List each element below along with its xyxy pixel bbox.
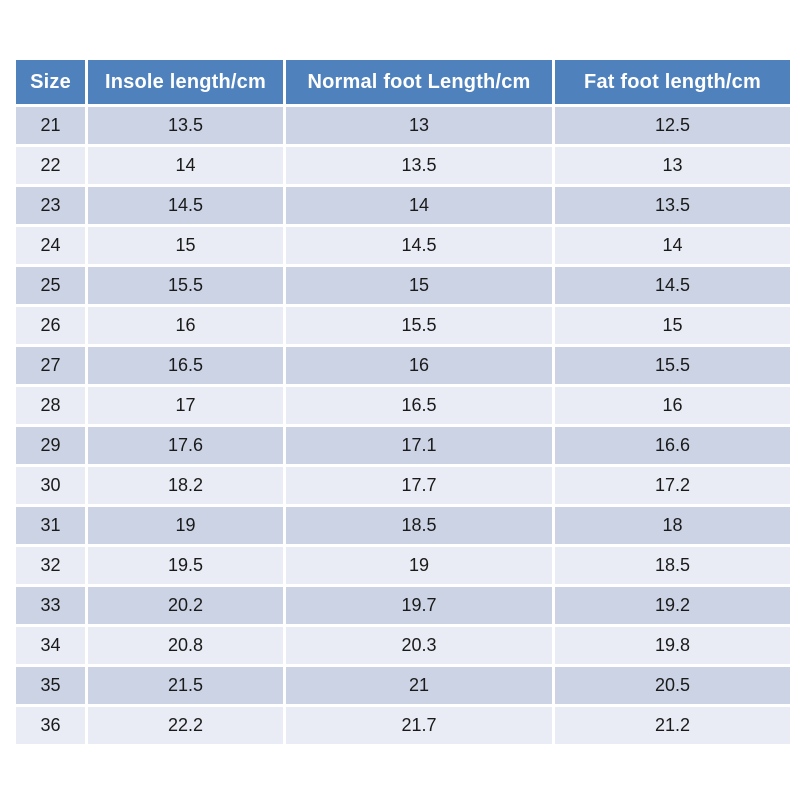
size-cell: 35 bbox=[13, 664, 88, 707]
length-cell: 21.2 bbox=[552, 704, 793, 747]
size-cell: 31 bbox=[13, 504, 88, 547]
length-cell: 20.8 bbox=[85, 624, 286, 667]
size-cell: 36 bbox=[13, 704, 88, 747]
length-cell: 14.5 bbox=[552, 264, 793, 307]
length-cell: 15 bbox=[552, 304, 793, 347]
length-cell: 14.5 bbox=[85, 184, 286, 227]
length-cell: 16.5 bbox=[85, 344, 286, 387]
length-cell: 16 bbox=[283, 344, 555, 387]
size-cell: 32 bbox=[13, 544, 88, 587]
length-cell: 16.6 bbox=[552, 424, 793, 467]
table-row: 26 16 15.5 15 bbox=[13, 304, 793, 347]
length-cell: 21.5 bbox=[85, 664, 286, 707]
column-header-insole-length: Insole length/cm bbox=[85, 57, 286, 107]
table-row: 23 14.5 14 13.5 bbox=[13, 184, 793, 227]
column-header-fat-foot-length: Fat foot length/cm bbox=[552, 57, 793, 107]
table-row: 36 22.2 21.7 21.2 bbox=[13, 704, 793, 747]
size-cell: 34 bbox=[13, 624, 88, 667]
size-cell: 22 bbox=[13, 144, 88, 187]
size-cell: 25 bbox=[13, 264, 88, 307]
size-cell: 29 bbox=[13, 424, 88, 467]
length-cell: 14 bbox=[85, 144, 286, 187]
length-cell: 13.5 bbox=[283, 144, 555, 187]
table-row: 30 18.2 17.7 17.2 bbox=[13, 464, 793, 507]
table-row: 35 21.5 21 20.5 bbox=[13, 664, 793, 707]
length-cell: 18.5 bbox=[283, 504, 555, 547]
length-cell: 18 bbox=[552, 504, 793, 547]
header-row: Size Insole length/cm Normal foot Length… bbox=[13, 57, 793, 107]
column-header-size: Size bbox=[13, 57, 88, 107]
length-cell: 19.2 bbox=[552, 584, 793, 627]
length-cell: 14.5 bbox=[283, 224, 555, 267]
size-cell: 24 bbox=[13, 224, 88, 267]
table-row: 27 16.5 16 15.5 bbox=[13, 344, 793, 387]
length-cell: 14 bbox=[283, 184, 555, 227]
table-row: 21 13.5 13 12.5 bbox=[13, 104, 793, 147]
length-cell: 13.5 bbox=[552, 184, 793, 227]
table-row: 31 19 18.5 18 bbox=[13, 504, 793, 547]
length-cell: 15.5 bbox=[552, 344, 793, 387]
table-row: 28 17 16.5 16 bbox=[13, 384, 793, 427]
length-cell: 17.7 bbox=[283, 464, 555, 507]
length-cell: 12.5 bbox=[552, 104, 793, 147]
length-cell: 14 bbox=[552, 224, 793, 267]
length-cell: 13 bbox=[552, 144, 793, 187]
length-cell: 13.5 bbox=[85, 104, 286, 147]
size-cell: 30 bbox=[13, 464, 88, 507]
length-cell: 19 bbox=[85, 504, 286, 547]
size-cell: 21 bbox=[13, 104, 88, 147]
table-body: 21 13.5 13 12.5 22 14 13.5 13 23 14.5 14 13.5 24 15 14… bbox=[13, 104, 793, 747]
length-cell: 17.1 bbox=[283, 424, 555, 467]
length-cell: 17.6 bbox=[85, 424, 286, 467]
table-row: 34 20.8 20.3 19.8 bbox=[13, 624, 793, 667]
length-cell: 19.8 bbox=[552, 624, 793, 667]
size-conversion-table: Size Insole length/cm Normal foot Length… bbox=[13, 57, 793, 747]
length-cell: 15.5 bbox=[283, 304, 555, 347]
size-cell: 27 bbox=[13, 344, 88, 387]
length-cell: 21.7 bbox=[283, 704, 555, 747]
table-row: 29 17.6 17.1 16.6 bbox=[13, 424, 793, 467]
size-cell: 28 bbox=[13, 384, 88, 427]
length-cell: 17.2 bbox=[552, 464, 793, 507]
length-cell: 19.7 bbox=[283, 584, 555, 627]
length-cell: 19.5 bbox=[85, 544, 286, 587]
length-cell: 18.2 bbox=[85, 464, 286, 507]
size-cell: 23 bbox=[13, 184, 88, 227]
table-row: 24 15 14.5 14 bbox=[13, 224, 793, 267]
length-cell: 16 bbox=[85, 304, 286, 347]
table-row: 22 14 13.5 13 bbox=[13, 144, 793, 187]
length-cell: 17 bbox=[85, 384, 286, 427]
length-cell: 20.3 bbox=[283, 624, 555, 667]
length-cell: 20.2 bbox=[85, 584, 286, 627]
table-header: Size Insole length/cm Normal foot Length… bbox=[13, 57, 793, 107]
length-cell: 13 bbox=[283, 104, 555, 147]
length-cell: 16.5 bbox=[283, 384, 555, 427]
length-cell: 18.5 bbox=[552, 544, 793, 587]
length-cell: 15 bbox=[85, 224, 286, 267]
length-cell: 21 bbox=[283, 664, 555, 707]
table-row: 25 15.5 15 14.5 bbox=[13, 264, 793, 307]
length-cell: 15.5 bbox=[85, 264, 286, 307]
length-cell: 22.2 bbox=[85, 704, 286, 747]
length-cell: 15 bbox=[283, 264, 555, 307]
length-cell: 20.5 bbox=[552, 664, 793, 707]
size-cell: 26 bbox=[13, 304, 88, 347]
length-cell: 19 bbox=[283, 544, 555, 587]
length-cell: 16 bbox=[552, 384, 793, 427]
size-cell: 33 bbox=[13, 584, 88, 627]
column-header-normal-foot-length: Normal foot Length/cm bbox=[283, 57, 555, 107]
table-row: 33 20.2 19.7 19.2 bbox=[13, 584, 793, 627]
table-row: 32 19.5 19 18.5 bbox=[13, 544, 793, 587]
